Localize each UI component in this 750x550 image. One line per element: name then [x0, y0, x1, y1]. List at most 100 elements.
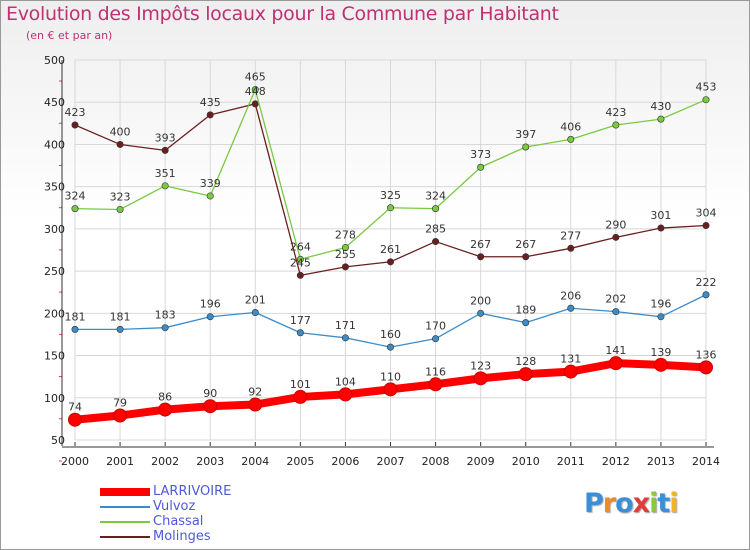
series-vulvoz [71, 291, 710, 351]
x-tick-label: 2006 [331, 455, 359, 468]
y-tick-label: 100 [44, 392, 65, 405]
data-label: 406 [560, 120, 581, 133]
x-tick-label: 2003 [196, 455, 224, 468]
data-point [657, 224, 665, 232]
data-point [518, 367, 533, 382]
data-point [158, 402, 173, 417]
data-label: 123 [470, 359, 491, 372]
x-tick-label: 2002 [151, 455, 179, 468]
data-label: 430 [650, 100, 671, 113]
data-point [293, 389, 308, 404]
data-label: 423 [65, 106, 86, 119]
y-tick-label: 150 [44, 350, 65, 363]
x-tick-label: 2011 [557, 455, 585, 468]
x-tick-label: 2001 [106, 455, 134, 468]
data-label: 277 [560, 229, 581, 242]
legend-swatch [100, 536, 150, 538]
data-point [702, 222, 710, 230]
data-point [612, 308, 620, 316]
data-label: 278 [335, 228, 356, 241]
data-label: 373 [470, 148, 491, 161]
data-labels: 74 79 86 90 92 101 104 110 116 123 128 131 141 139 136… [65, 71, 717, 414]
data-label: 435 [200, 96, 221, 109]
x-tick-label: 2013 [647, 455, 675, 468]
x-tick-label: 2012 [602, 455, 630, 468]
data-label: 171 [335, 319, 356, 332]
data-label: 202 [605, 293, 626, 306]
data-point [699, 360, 713, 375]
data-point [522, 319, 530, 327]
data-point [206, 192, 214, 200]
data-point [161, 324, 169, 332]
data-point [657, 115, 665, 123]
legend-label: LARRIVOIRE [153, 484, 232, 499]
data-label: 110 [380, 370, 401, 383]
x-tick-label: 2014 [692, 455, 720, 468]
x-tick-label: 2008 [422, 455, 450, 468]
x-tick-label: 2010 [512, 455, 540, 468]
data-point [473, 371, 488, 386]
y-tick-label: 400 [44, 138, 65, 151]
data-point [386, 343, 394, 351]
data-label: 131 [560, 353, 581, 366]
data-label: 139 [650, 346, 671, 359]
x-tick-label: 2007 [377, 455, 405, 468]
series-chassal [71, 86, 710, 263]
data-label: 183 [155, 309, 176, 322]
data-point [341, 263, 349, 271]
data-label: 128 [515, 355, 536, 368]
data-point [612, 121, 620, 129]
data-point [428, 377, 443, 392]
data-label: 261 [380, 243, 401, 256]
data-label: 116 [425, 365, 446, 378]
data-label: 86 [158, 391, 172, 404]
data-point [341, 334, 349, 342]
legend-label: Chassal [153, 514, 204, 529]
data-point [203, 399, 218, 414]
data-label: 196 [200, 298, 221, 311]
data-label: 290 [605, 218, 626, 231]
data-point [206, 313, 214, 321]
data-label: 79 [113, 397, 127, 410]
data-point [251, 308, 259, 316]
data-point [296, 329, 304, 337]
data-point [567, 244, 575, 252]
y-tick-label: 300 [44, 223, 65, 236]
series-molinges [71, 100, 710, 279]
data-point [608, 356, 623, 371]
y-tick-label: 450 [44, 96, 65, 109]
data-label: 324 [425, 190, 446, 203]
data-point [702, 96, 710, 104]
data-point [653, 357, 668, 372]
data-point [432, 238, 440, 246]
grid-lines [74, 59, 707, 441]
data-label: 393 [155, 131, 176, 144]
legend-swatch [100, 506, 150, 508]
data-label: 339 [200, 177, 221, 190]
y-tick-label: 500 [44, 54, 65, 67]
series-lines [68, 86, 713, 427]
data-label: 285 [425, 223, 446, 236]
y-tick-label: 200 [44, 307, 65, 320]
data-label: 90 [203, 387, 217, 400]
data-point [251, 100, 259, 108]
data-label: 160 [380, 328, 401, 341]
data-label: 189 [515, 304, 536, 317]
data-point [116, 140, 124, 148]
legend-swatch [100, 521, 150, 523]
y-tick-label: 350 [44, 181, 65, 194]
data-point [477, 253, 485, 261]
data-point [206, 111, 214, 119]
data-point [116, 205, 124, 213]
legend-label: Vulvoz [153, 499, 196, 514]
data-label: 448 [245, 85, 266, 98]
data-point [161, 182, 169, 190]
data-point [161, 146, 169, 154]
chart-title: Evolution des Impôts locaux pour la Comm… [6, 3, 559, 25]
data-point [612, 233, 620, 241]
data-point [477, 163, 485, 171]
data-label: 397 [515, 128, 536, 141]
data-label: 304 [696, 207, 717, 220]
data-point [563, 364, 578, 379]
series-larrivoire [68, 356, 713, 427]
